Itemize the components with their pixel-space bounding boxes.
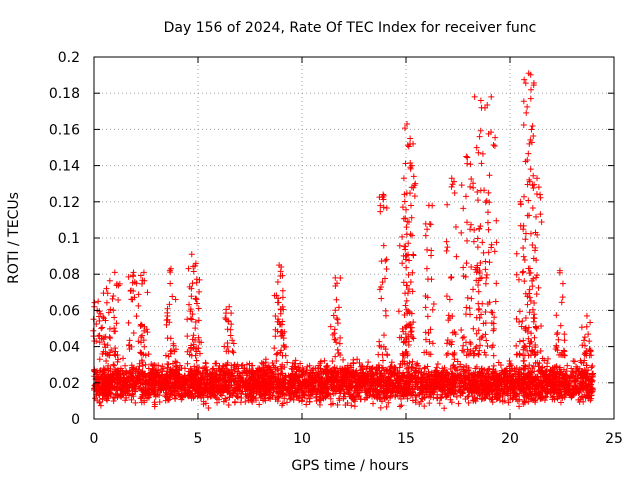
chart-background [0,0,640,480]
roti-chart: 0 5 10 15 20 25 00.020.040.060.080.10.120.140… [0,0,640,480]
